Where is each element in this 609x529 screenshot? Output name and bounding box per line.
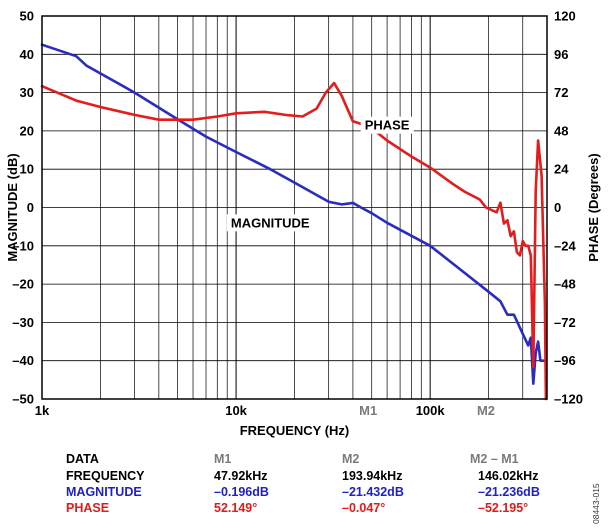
annotation-label: MAGNITUDE [231, 215, 310, 230]
annotations: PHASE MAGNITUDE [226, 116, 414, 232]
y-left-tick-label: 10 [20, 162, 34, 177]
y-left-tick-label: –10 [12, 238, 34, 253]
x-tick-label: 1k [35, 403, 50, 418]
table-header-m1: M1 [214, 452, 232, 466]
annotation-background [360, 116, 414, 134]
y-right-tick-label: 72 [554, 85, 568, 100]
table-header-m2-m1: M2 – M1 [470, 452, 519, 466]
y-right-tick-label: 24 [554, 162, 569, 177]
table-row-magnitude-m1: –0.196dB [214, 485, 269, 499]
y-left-tick-label: 40 [20, 47, 34, 62]
y-left-tick-label: 20 [20, 123, 34, 138]
y-left-tick-label: –40 [12, 353, 34, 368]
table-row-phase-label: PHASE [66, 501, 110, 515]
y-axis-right-label: PHASE (Degrees) [586, 153, 601, 261]
y-right-tick-label: –72 [554, 315, 576, 330]
y-left-tick-label: –20 [12, 277, 34, 292]
series-line-magnitude [40, 43, 547, 386]
table-row-magnitude-label: MAGNITUDE [66, 485, 142, 499]
y-left-tick-label: –50 [12, 392, 34, 407]
table-row-frequency-label: FREQUENCY [66, 469, 145, 483]
annotation-label: PHASE [365, 118, 410, 133]
y-right-tick-label: 96 [554, 47, 568, 62]
table-row-phase-m1: 52.149° [214, 501, 258, 515]
plot-series [40, 43, 548, 401]
figure-id: 08443-015 [591, 483, 601, 524]
table-row-frequency-m2: 193.94kHz [342, 469, 403, 483]
table-row-magnitude-diff: –21.236dB [478, 485, 540, 499]
table-row-phase-m2: –0.047° [342, 501, 386, 515]
y-right-tick-label: –48 [554, 277, 576, 292]
x-tick-label: 10k [225, 403, 247, 418]
y-left-tick-label: 30 [20, 85, 34, 100]
y-left-tick-label: –30 [12, 315, 34, 330]
tick-labels: 50 40 30 20 10 0 –10 –20 –30 –40 –50 120 96 72 48 24 0 –2… [12, 9, 583, 419]
series-line-phase [40, 81, 548, 401]
series-annotation: MAGNITUDE [226, 214, 314, 232]
x-tick-label: 100k [416, 403, 446, 418]
y-right-tick-label: –24 [554, 238, 576, 253]
series-annotation: PHASE [360, 116, 414, 134]
marker-label: M1 [359, 403, 377, 418]
y-left-tick-label: 50 [20, 9, 34, 24]
table-row-magnitude-m2: –21.432dB [342, 485, 404, 499]
table-row-frequency-diff: 146.02kHz [478, 469, 539, 483]
table-row-frequency-m1: 47.92kHz [214, 469, 268, 483]
y-right-tick-label: –120 [554, 392, 583, 407]
plot-frame [41, 15, 548, 400]
y-right-tick-label: 120 [554, 9, 576, 24]
marker-label: M2 [477, 403, 495, 418]
bode-plot: 50 40 30 20 10 0 –10 –20 –30 –40 –50 120 96 72 48 24 0 –2… [5, 9, 601, 439]
x-axis-label: FREQUENCY (Hz) [240, 423, 350, 438]
y-axis-left-label: MAGNITUDE (dB) [5, 153, 20, 261]
y-left-tick-label: 0 [27, 200, 34, 215]
y-right-tick-label: 0 [554, 200, 561, 215]
table-row-phase-diff: –52.195° [478, 501, 529, 515]
grid [42, 16, 547, 399]
table-header-data: DATA [66, 452, 99, 466]
y-right-tick-label: 48 [554, 123, 568, 138]
table-header-m2: M2 [342, 452, 360, 466]
y-right-tick-label: –96 [554, 353, 576, 368]
annotation-background [226, 214, 314, 232]
